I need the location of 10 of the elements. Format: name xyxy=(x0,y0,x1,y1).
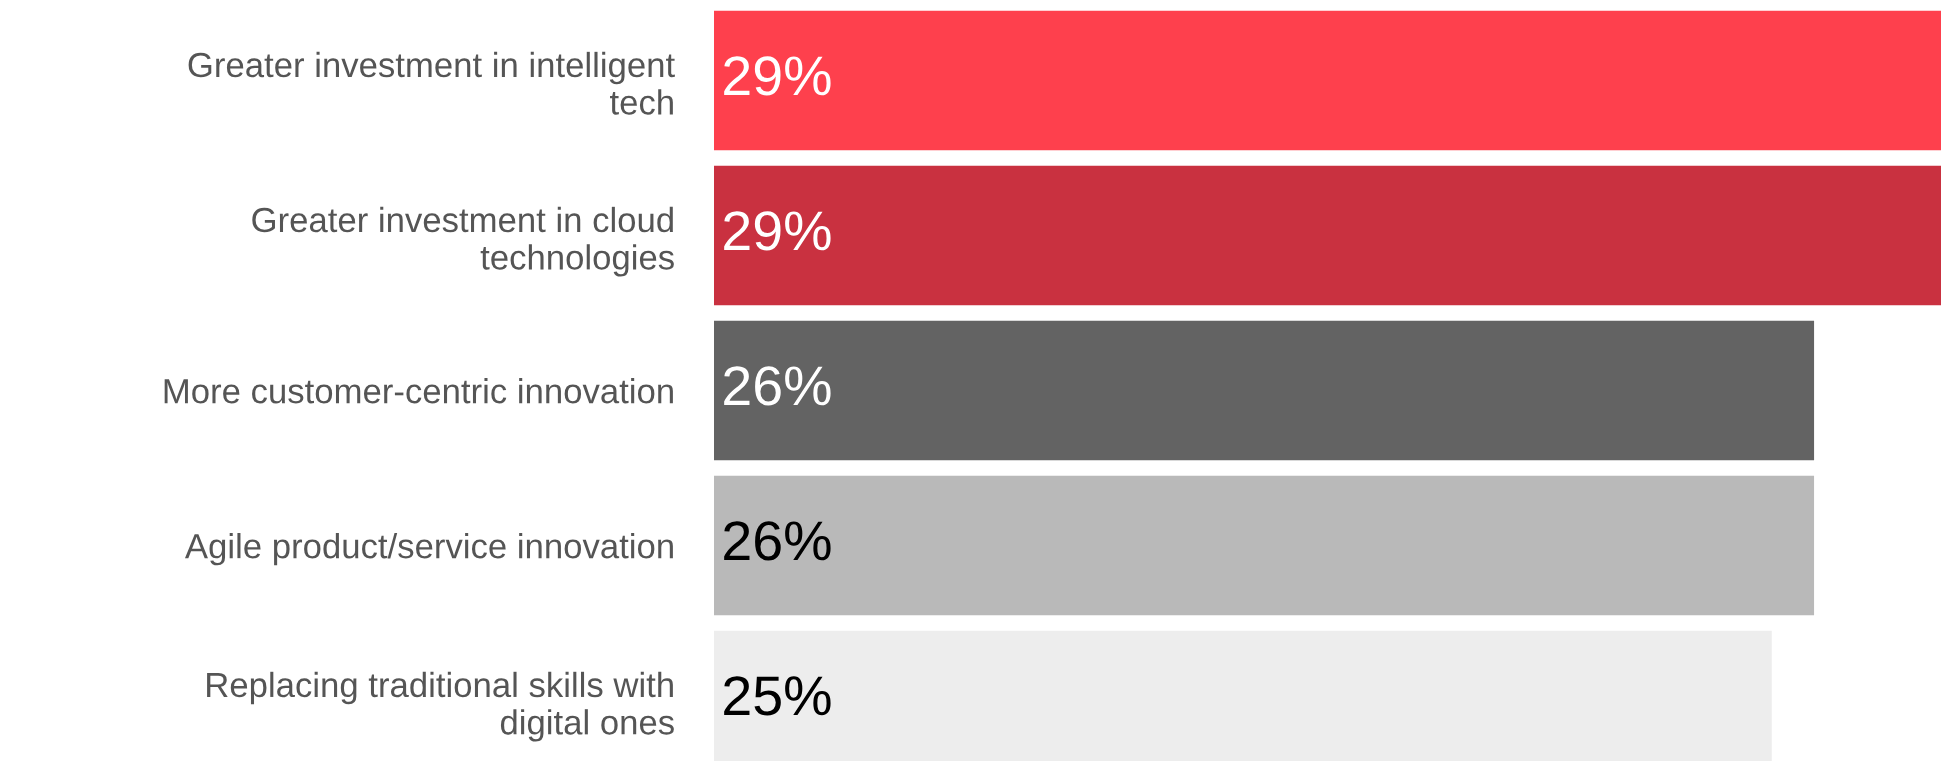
data-label: 29% xyxy=(724,211,831,251)
data-label: 29% xyxy=(724,56,831,96)
data-label: 25% xyxy=(724,676,831,716)
y-tick-label: Agile product/service innovation xyxy=(184,532,673,566)
y-tick-label: More customer-centric innovation xyxy=(164,377,673,404)
y-tick-label: Replacing traditional skills with digital ones xyxy=(207,671,674,742)
y-tick-label: Greater investment in cloud technologies xyxy=(252,206,674,277)
y-tick-label: Greater investment in intelligent tech xyxy=(188,51,675,115)
data-label: 26% xyxy=(724,521,831,561)
data-label: 26% xyxy=(724,366,831,406)
